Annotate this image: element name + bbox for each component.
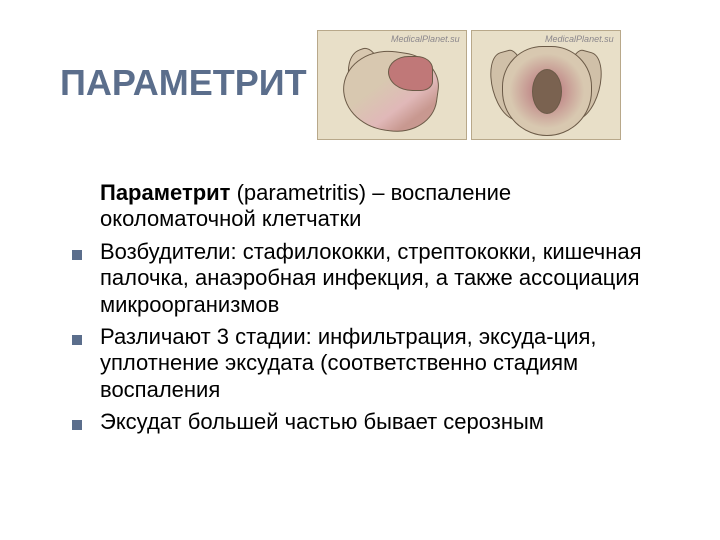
term-bold: Параметрит — [100, 180, 230, 205]
anatomy-shape — [532, 69, 562, 114]
list-item: Возбудители: стафилококки, стрептококки,… — [60, 239, 650, 318]
bullet-list: Возбудители: стафилококки, стрептококки,… — [60, 239, 650, 436]
anatomy-images: MedicalPlanet.su MedicalPlanet.su — [317, 30, 621, 140]
slide: ПАРАМЕТРИТ MedicalPlanet.su MedicalPlane… — [0, 0, 720, 540]
anatomy-image-frontal: MedicalPlanet.su — [471, 30, 621, 140]
list-item: Эксудат большей частью бывает серозным — [60, 409, 650, 435]
intro-paragraph: Параметрит (parametritis) – воспаление о… — [60, 180, 650, 233]
list-item: Различают 3 стадии: инфильтрация, эксуда… — [60, 324, 650, 403]
slide-content: Параметрит (parametritis) – воспаление о… — [50, 180, 670, 436]
slide-title: ПАРАМЕТРИТ — [60, 62, 307, 104]
image-watermark: MedicalPlanet.su — [391, 35, 460, 45]
title-row: ПАРАМЕТРИТ MedicalPlanet.su MedicalPlane… — [50, 30, 670, 140]
image-watermark: MedicalPlanet.su — [545, 35, 614, 45]
anatomy-image-sagittal: MedicalPlanet.su — [317, 30, 467, 140]
